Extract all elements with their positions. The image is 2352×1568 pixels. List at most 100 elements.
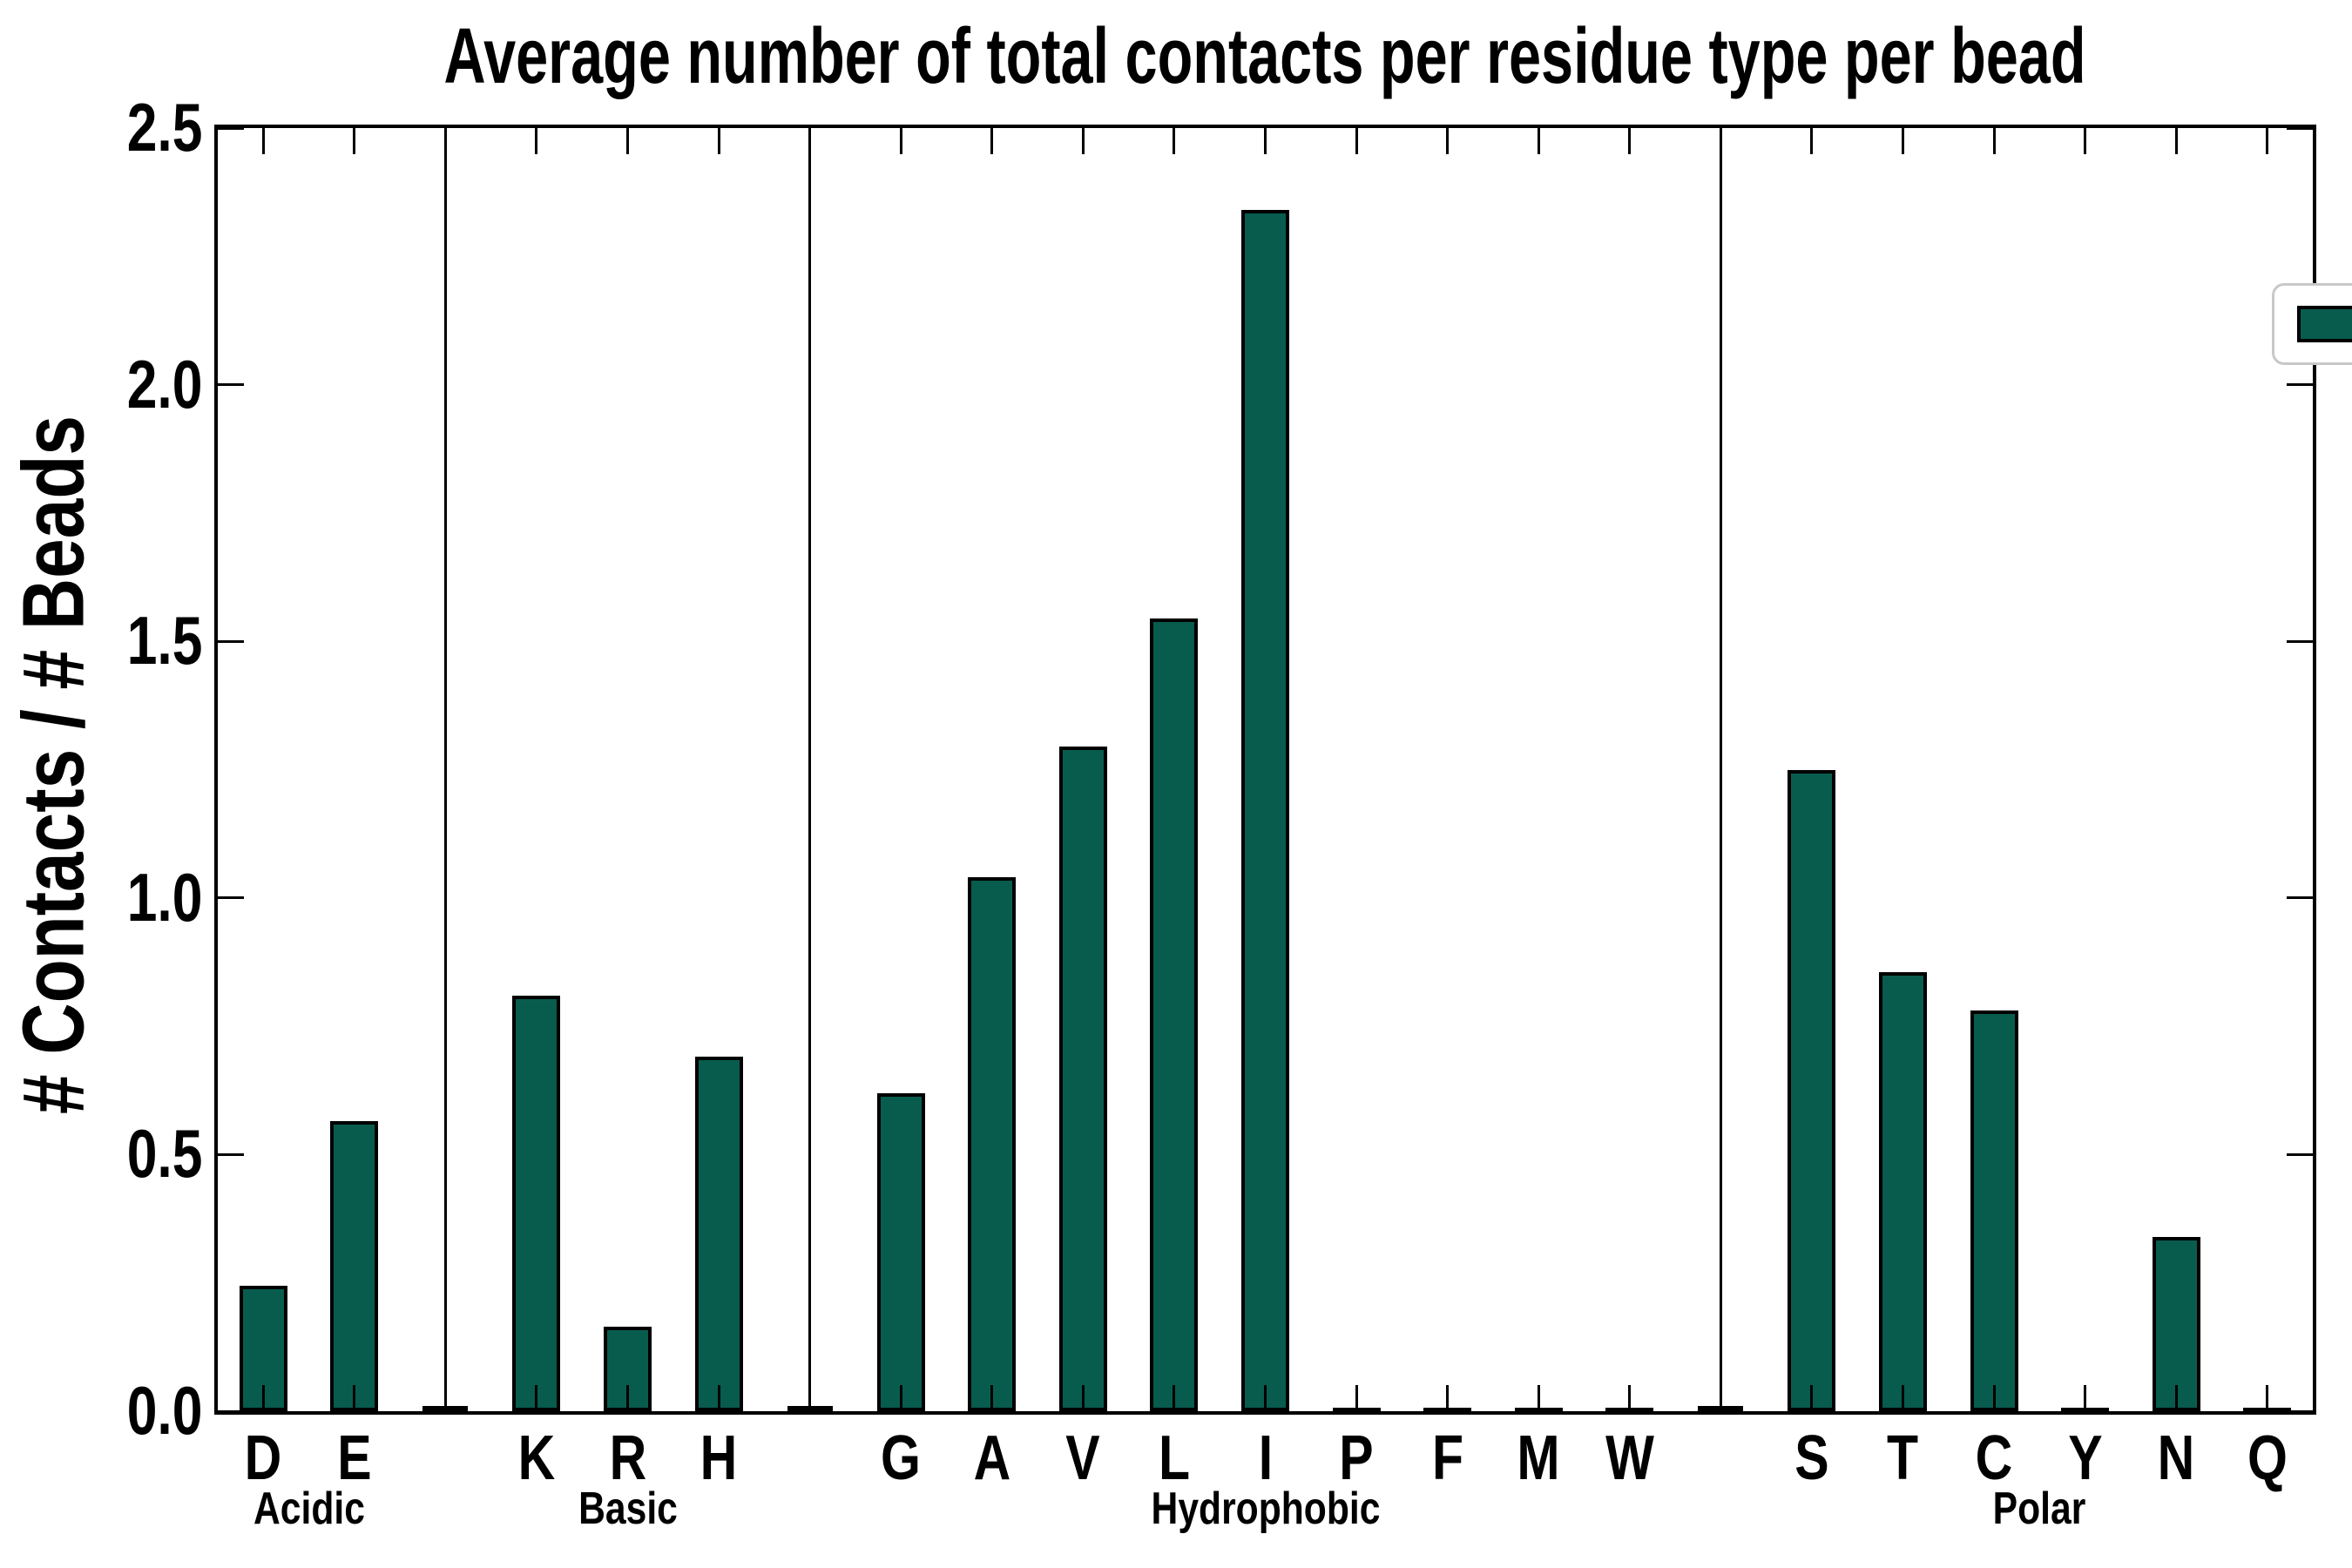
x-tick (2174, 128, 2178, 154)
x-tick-label-G: G (881, 1423, 922, 1493)
bar-V (1058, 747, 1107, 1411)
x-tick-label-A: A (973, 1423, 1011, 1493)
x-tick-label-H: H (700, 1423, 738, 1493)
y-tick-label-0.0: 0.0 (126, 1372, 202, 1449)
x-tick-label-F: F (1431, 1423, 1463, 1493)
x-tick (1537, 1385, 1540, 1411)
x-tick (1446, 1385, 1450, 1411)
x-tick (2084, 1385, 2087, 1411)
bar-L (1150, 618, 1199, 1411)
y-tick-label-1.0: 1.0 (126, 858, 202, 936)
y-tick (218, 383, 244, 387)
x-tick-label-T: T (1887, 1423, 1919, 1493)
x-tick (353, 128, 356, 154)
x-tick (1446, 128, 1450, 154)
plot-inner (218, 126, 2313, 1413)
group-separator (443, 128, 447, 1411)
x-tick (443, 128, 447, 154)
y-tick (218, 639, 244, 643)
x-tick (1355, 1385, 1358, 1411)
x-tick (1173, 128, 1176, 154)
group-separator (1719, 128, 1722, 1411)
x-tick (261, 128, 265, 154)
bar-E (330, 1121, 379, 1411)
x-tick-label-N: N (2157, 1423, 2195, 1493)
x-tick (535, 128, 538, 154)
bar-G (876, 1092, 925, 1411)
x-tick (1264, 1385, 1267, 1411)
legend: POPC (2272, 283, 2352, 365)
bar-A (968, 877, 1017, 1411)
x-tick (808, 1385, 812, 1411)
x-tick-label-R: R (609, 1423, 646, 1493)
group-label-hydrophobic: Hydrophobic (1151, 1484, 1380, 1534)
x-tick (1992, 128, 1996, 154)
x-tick (1628, 128, 1632, 154)
chart-title: Average number of total contacts per res… (443, 13, 2086, 100)
group-label-acidic: Acidic (253, 1484, 365, 1534)
x-tick (1901, 1385, 1904, 1411)
x-tick (443, 1385, 447, 1411)
y-tick (2287, 1152, 2313, 1156)
y-tick-label-2.5: 2.5 (126, 89, 202, 166)
y-tick (218, 896, 244, 900)
x-tick (1628, 1385, 1632, 1411)
x-tick (990, 128, 994, 154)
bar-C (1970, 1010, 2018, 1411)
y-axis-label-text: # Contacts / # Beads (4, 415, 103, 1115)
y-tick (2287, 896, 2313, 900)
x-tick-label-D: D (244, 1423, 282, 1493)
x-tick (717, 1385, 720, 1411)
bar-N (2152, 1236, 2200, 1411)
x-tick-label-Y: Y (2067, 1423, 2103, 1493)
x-tick (1719, 1385, 1722, 1411)
x-tick (990, 1385, 994, 1411)
x-tick (1264, 128, 1267, 154)
group-label-basic: Basic (578, 1484, 678, 1534)
x-tick-label-P: P (1339, 1423, 1374, 1493)
x-tick (2266, 128, 2269, 154)
x-tick (899, 1385, 902, 1411)
x-tick (1810, 1385, 1814, 1411)
x-tick-label-C: C (1975, 1423, 2013, 1493)
bar-I (1241, 210, 1289, 1411)
x-tick (535, 1385, 538, 1411)
x-tick (2174, 1385, 2178, 1411)
x-tick (261, 1385, 265, 1411)
x-tick (1810, 128, 1814, 154)
y-axis-label: # Contacts / # Beads (4, 339, 105, 1191)
x-tick (626, 128, 630, 154)
x-tick-label-E: E (337, 1423, 372, 1493)
x-tick-label-K: K (517, 1423, 556, 1493)
x-tick-label-M: M (1517, 1423, 1560, 1493)
y-tick (2287, 383, 2313, 387)
bar-K (512, 995, 561, 1411)
y-tick (218, 1409, 244, 1413)
y-tick-label-2.0: 2.0 (126, 345, 202, 422)
y-tick-label-1.5: 1.5 (126, 602, 202, 679)
x-tick (1081, 128, 1085, 154)
x-tick (2266, 1385, 2269, 1411)
y-tick (218, 126, 244, 130)
x-tick (899, 128, 902, 154)
x-tick (1537, 128, 1540, 154)
y-tick (2287, 1409, 2313, 1413)
y-tick (2287, 639, 2313, 643)
group-label-polar: Polar (1992, 1484, 2086, 1534)
x-tick (1081, 1385, 1085, 1411)
x-tick-label-Q: Q (2247, 1423, 2288, 1493)
y-tick (2287, 126, 2313, 130)
bar-T (1878, 972, 1927, 1411)
plot-area: POPC (214, 125, 2352, 1415)
x-tick (1901, 128, 1904, 154)
x-tick (1173, 1385, 1176, 1411)
x-tick (1355, 128, 1358, 154)
x-tick (808, 128, 812, 154)
x-tick (1719, 128, 1722, 154)
x-tick (2084, 128, 2087, 154)
y-tick-label-0.5: 0.5 (126, 1115, 202, 1193)
x-tick (717, 128, 720, 154)
x-tick (1992, 1385, 1996, 1411)
x-tick-label-I: I (1258, 1423, 1273, 1493)
